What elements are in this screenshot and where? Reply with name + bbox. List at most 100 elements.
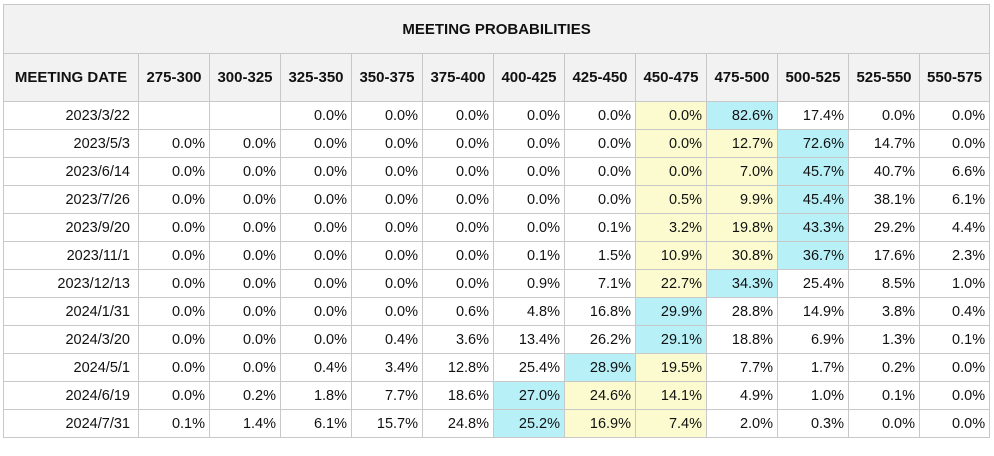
probability-cell: 0.1% [138, 409, 210, 438]
meeting-date-cell: 2023/11/1 [3, 241, 139, 270]
probability-cell: 4.4% [918, 213, 991, 242]
probability-cell: 0.0% [280, 241, 352, 270]
probability-cell: 0.0% [351, 185, 423, 214]
probability-cell: 0.0% [138, 325, 210, 354]
probability-cell: 12.7% [706, 129, 778, 158]
table-row: 2023/11/1 0.0% 0.0% 0.0% 0.0% 0.0% 0.1% 1.5% 10.… [3, 241, 991, 270]
probability-cell: 0.0% [493, 101, 565, 130]
meeting-date-cell: 2023/12/13 [3, 269, 139, 298]
title-row: MEETING PROBABILITIES [2, 4, 991, 54]
probability-cell: 38.1% [848, 185, 920, 214]
probability-cell: 0.0% [138, 157, 210, 186]
probability-cell: 0.0% [209, 269, 281, 298]
meeting-date-cell: 2024/3/20 [3, 325, 139, 354]
probability-cell: 1.7% [777, 353, 849, 382]
probability-cell: 0.0% [635, 101, 707, 130]
table-row: 2023/9/20 0.0% 0.0% 0.0% 0.0% 0.0% 0.0% 0.1% 3.2… [3, 213, 991, 242]
probability-cell: 0.0% [280, 269, 352, 298]
probability-cell: 45.7% [777, 157, 849, 186]
probability-cell: 0.2% [209, 381, 281, 410]
probability-cell: 0.0% [351, 297, 423, 326]
table-row: 2023/3/22 0.0% 0.0% 0.0% 0.0% 0.0% 0.0% 82.6% 17… [3, 101, 991, 130]
probability-cell: 24.6% [564, 381, 636, 410]
probability-cell: 8.5% [848, 269, 920, 298]
probability-cell: 40.7% [848, 157, 920, 186]
column-header-range: 475-500 [706, 53, 778, 102]
table-row: 2023/7/26 0.0% 0.0% 0.0% 0.0% 0.0% 0.0% 0.0% 0.5… [3, 185, 991, 214]
probability-cell: 43.3% [777, 213, 849, 242]
probability-cell: 15.7% [351, 409, 423, 438]
probability-cell: 0.1% [918, 325, 991, 354]
column-header-range: 350-375 [351, 53, 423, 102]
probability-cell: 0.0% [635, 129, 707, 158]
probability-cell: 1.3% [848, 325, 920, 354]
column-header-range: 275-300 [138, 53, 210, 102]
probability-cell: 0.0% [280, 157, 352, 186]
meeting-date-cell: 2023/3/22 [3, 101, 139, 130]
probability-cell: 3.6% [422, 325, 494, 354]
probability-cell: 0.0% [280, 101, 352, 130]
probability-cell: 36.7% [777, 241, 849, 270]
probability-cell: 29.1% [635, 325, 707, 354]
probability-cell: 0.0% [138, 269, 210, 298]
probability-cell: 25.2% [493, 409, 565, 438]
meeting-date-cell: 2024/1/31 [3, 297, 139, 326]
probability-cell: 6.1% [918, 185, 991, 214]
probability-cell: 0.0% [209, 241, 281, 270]
meeting-probabilities-table: MEETING PROBABILITIES MEETING DATE 275-3… [2, 4, 991, 438]
probability-cell: 6.9% [777, 325, 849, 354]
probability-cell: 30.8% [706, 241, 778, 270]
probability-cell: 0.9% [493, 269, 565, 298]
column-header-range: 300-325 [209, 53, 281, 102]
column-header-range: 450-475 [635, 53, 707, 102]
column-header-range: 550-575 [918, 53, 991, 102]
probabilities-panel: MEETING PROBABILITIES MEETING DATE 275-3… [2, 4, 991, 438]
probability-cell: 13.4% [493, 325, 565, 354]
probability-cell: 2.0% [706, 409, 778, 438]
probability-cell: 27.0% [493, 381, 565, 410]
probability-cell: 3.2% [635, 213, 707, 242]
probability-cell: 0.0% [209, 297, 281, 326]
probability-cell: 0.0% [351, 241, 423, 270]
probability-cell: 0.4% [351, 325, 423, 354]
probability-cell: 7.4% [635, 409, 707, 438]
probability-cell: 0.0% [209, 129, 281, 158]
probability-cell: 0.4% [280, 353, 352, 382]
probability-cell: 0.0% [564, 129, 636, 158]
table-row: 2024/1/31 0.0% 0.0% 0.0% 0.0% 0.6% 4.8% 16.8% 29… [3, 297, 991, 326]
probability-cell: 0.0% [848, 101, 920, 130]
probability-cell: 10.9% [635, 241, 707, 270]
probability-cell: 0.0% [918, 353, 991, 382]
probability-cell: 12.8% [422, 353, 494, 382]
probability-cell: 0.0% [209, 157, 281, 186]
table-body: 2023/3/22 0.0% 0.0% 0.0% 0.0% 0.0% 0.0% 82.6% 17… [3, 101, 991, 438]
column-header-meeting-date: MEETING DATE [3, 53, 139, 102]
probability-cell: 0.0% [280, 213, 352, 242]
probability-cell: 17.6% [848, 241, 920, 270]
probability-cell: 0.0% [351, 213, 423, 242]
probability-cell: 82.6% [706, 101, 778, 130]
meeting-date-cell: 2023/9/20 [3, 213, 139, 242]
probability-cell: 0.0% [138, 381, 210, 410]
probability-cell: 0.0% [422, 129, 494, 158]
probability-cell: 0.1% [493, 241, 565, 270]
probability-cell [209, 101, 281, 130]
probability-cell: 0.4% [918, 297, 991, 326]
probability-cell: 14.7% [848, 129, 920, 158]
table-row: 2023/5/3 0.0% 0.0% 0.0% 0.0% 0.0% 0.0% 0.0% 0.0%… [3, 129, 991, 158]
probability-cell: 6.1% [280, 409, 352, 438]
probability-cell: 25.4% [777, 269, 849, 298]
probability-cell: 6.6% [918, 157, 991, 186]
probability-cell: 1.5% [564, 241, 636, 270]
probability-cell: 0.0% [138, 297, 210, 326]
table-row: 2024/6/19 0.0% 0.2% 1.8% 7.7% 18.6% 27.0% 24.6%… [3, 381, 991, 410]
probability-cell: 0.0% [918, 381, 991, 410]
probability-cell: 0.0% [848, 409, 920, 438]
probability-cell: 7.7% [351, 381, 423, 410]
probability-cell: 0.0% [422, 185, 494, 214]
probability-cell: 4.8% [493, 297, 565, 326]
probability-cell: 19.5% [635, 353, 707, 382]
probability-cell: 0.0% [351, 269, 423, 298]
probability-cell: 1.0% [918, 269, 991, 298]
meeting-date-cell: 2023/6/14 [3, 157, 139, 186]
